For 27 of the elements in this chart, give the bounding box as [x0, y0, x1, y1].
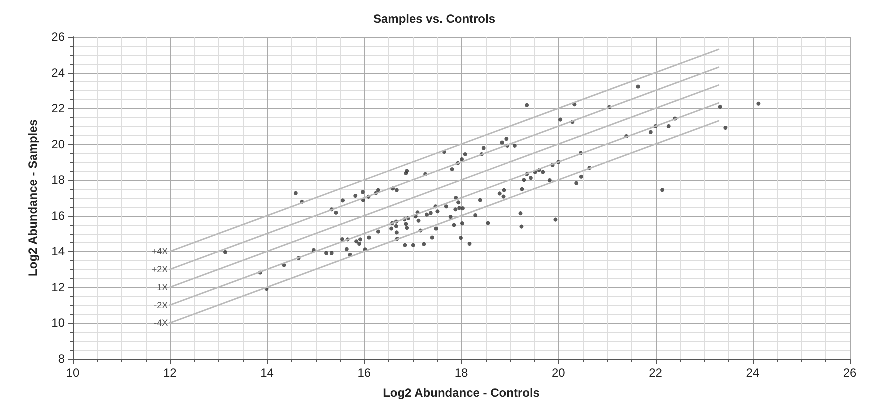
x-tick-label: 14 [260, 366, 274, 380]
y-tick-label: 22 [52, 102, 66, 116]
x-tick-label: 26 [843, 366, 857, 380]
x-tick-label: 20 [552, 366, 566, 380]
y-axis-title: Log2 Abundance - Samples [26, 119, 40, 276]
y-tick-label: 8 [58, 352, 66, 366]
series-label: +2X [152, 264, 168, 275]
x-tick-label: 18 [454, 366, 468, 380]
x-tick-label: 12 [163, 366, 178, 380]
y-tick-label: 24 [52, 66, 66, 80]
y-tick-label: 10 [52, 316, 66, 330]
y-tick-label: 20 [52, 137, 66, 152]
y-tick-label: 12 [52, 280, 66, 294]
x-tick-label: 16 [358, 366, 372, 380]
series-label: -4X [154, 318, 168, 328]
series-label: -2X [154, 300, 168, 310]
y-tick-label: 26 [52, 30, 66, 44]
x-tick-label: 24 [746, 366, 760, 380]
series-label: 1X [157, 282, 168, 292]
x-tick-label: 10 [66, 366, 80, 380]
series-label: +4X [152, 246, 168, 257]
y-tick-label: 14 [52, 244, 66, 259]
x-tick-label: 22 [649, 366, 663, 380]
y-tick-label: 18 [52, 173, 66, 188]
x-axis-title: Log2 Abundance - Controls [383, 386, 540, 400]
chart-title: Samples vs. Controls [373, 12, 496, 26]
y-tick-label: 16 [52, 208, 66, 223]
